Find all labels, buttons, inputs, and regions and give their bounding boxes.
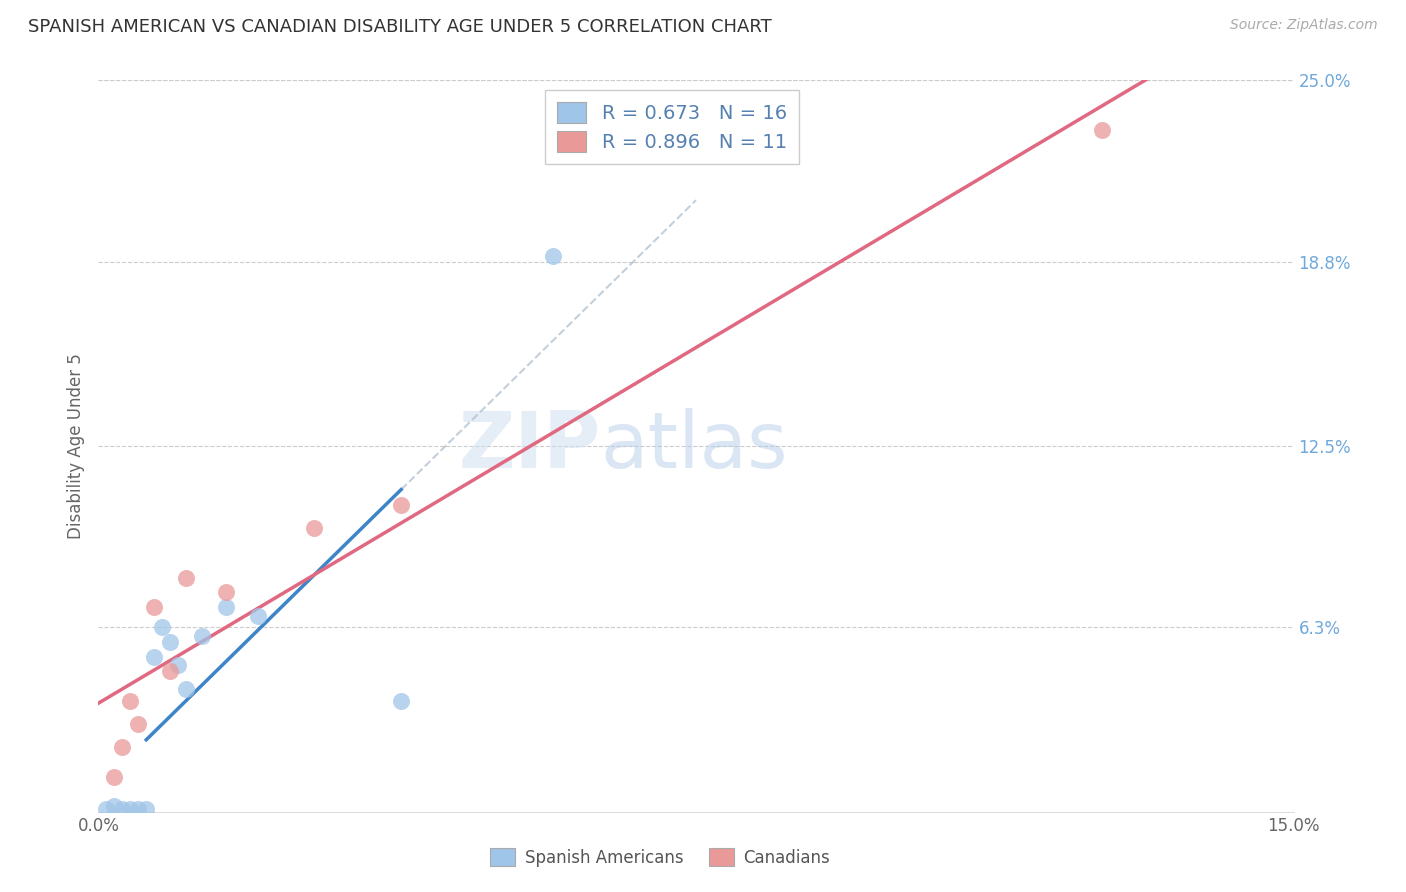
Point — [541, 249, 564, 263]
Point — [174, 681, 197, 696]
Point — [150, 620, 173, 634]
Point — [96, 802, 118, 816]
Point — [135, 802, 157, 816]
Point — [191, 629, 214, 643]
Point — [143, 599, 166, 614]
Point — [159, 665, 181, 679]
Point — [111, 740, 134, 755]
Point — [174, 571, 197, 585]
Text: Source: ZipAtlas.com: Source: ZipAtlas.com — [1230, 18, 1378, 32]
Text: ZIP: ZIP — [458, 408, 600, 484]
Point — [389, 693, 412, 707]
Point — [127, 802, 149, 816]
Point — [215, 585, 238, 599]
Text: SPANISH AMERICAN VS CANADIAN DISABILITY AGE UNDER 5 CORRELATION CHART: SPANISH AMERICAN VS CANADIAN DISABILITY … — [28, 18, 772, 36]
Point — [215, 599, 238, 614]
Point — [143, 649, 166, 664]
Point — [103, 798, 125, 813]
Point — [167, 658, 190, 673]
Point — [302, 521, 325, 535]
Point — [127, 717, 149, 731]
Point — [120, 802, 142, 816]
Point — [389, 498, 412, 512]
Point — [120, 693, 142, 707]
Point — [1091, 123, 1114, 137]
Point — [159, 635, 181, 649]
Y-axis label: Disability Age Under 5: Disability Age Under 5 — [66, 353, 84, 539]
Legend: Spanish Americans, Canadians: Spanish Americans, Canadians — [479, 838, 841, 877]
Point — [246, 608, 269, 623]
Point — [103, 770, 125, 784]
Point — [111, 802, 134, 816]
Text: atlas: atlas — [600, 408, 787, 484]
